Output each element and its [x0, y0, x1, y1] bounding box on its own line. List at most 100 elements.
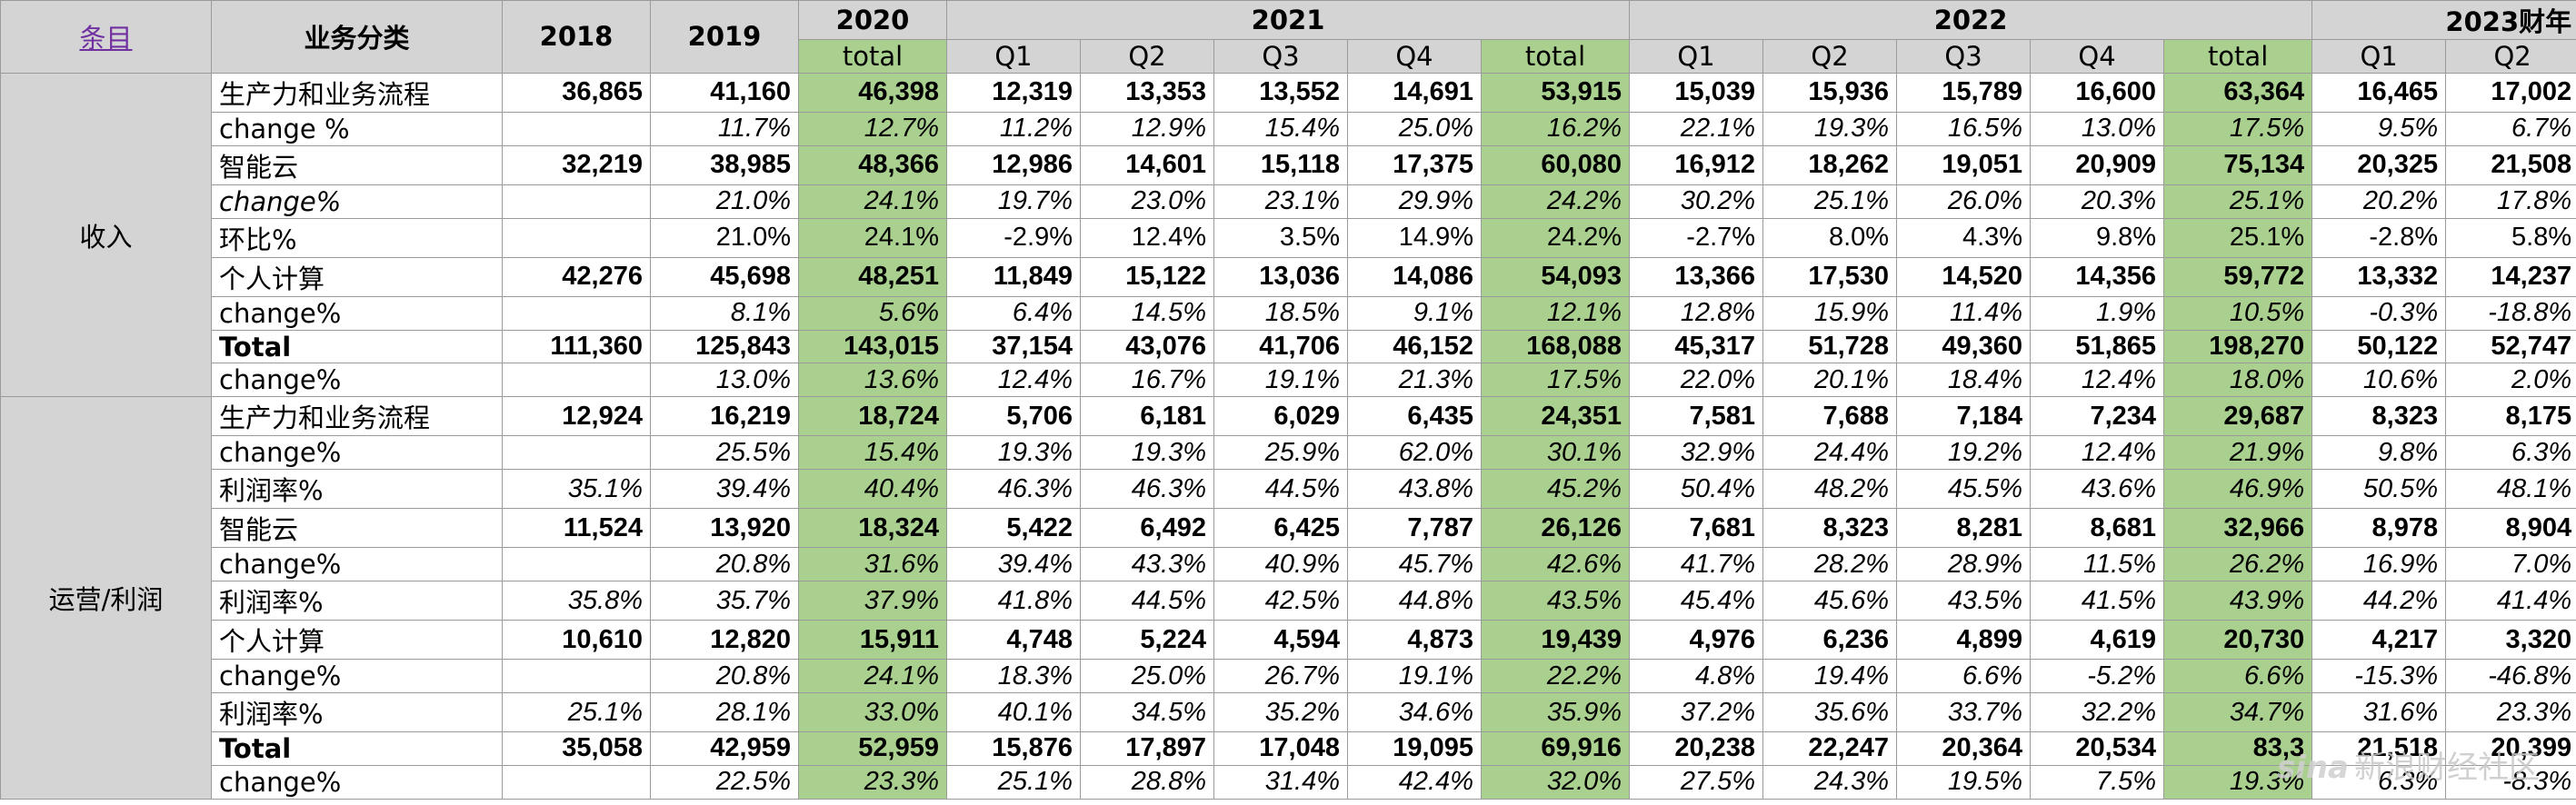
data-cell[interactable]: 5,706: [946, 396, 1081, 437]
data-cell[interactable]: 15,789: [1896, 72, 2032, 113]
data-cell[interactable]: 12,319: [946, 72, 1081, 113]
data-cell[interactable]: 1.9%: [2030, 295, 2165, 331]
data-cell[interactable]: 24.1%: [798, 184, 947, 219]
data-cell[interactable]: 17.5%: [2163, 111, 2313, 146]
data-cell[interactable]: 45,698: [650, 256, 799, 297]
category-header[interactable]: 业务分类: [211, 0, 503, 74]
row-label[interactable]: change%: [211, 659, 503, 694]
data-cell[interactable]: 40.9%: [1213, 547, 1348, 582]
data-cell[interactable]: 25.1%: [502, 692, 651, 733]
data-cell[interactable]: 20,730: [2163, 620, 2313, 661]
row-label[interactable]: 利润率%: [211, 469, 503, 510]
data-cell[interactable]: 36,865: [502, 72, 651, 113]
data-cell[interactable]: 7,688: [1762, 396, 1898, 437]
row-label[interactable]: 个人计算: [211, 256, 503, 297]
data-cell[interactable]: 19.1%: [1347, 659, 1482, 694]
data-cell[interactable]: 35.2%: [1213, 692, 1348, 733]
row-label[interactable]: Total: [211, 329, 503, 364]
data-cell[interactable]: 20,325: [2311, 144, 2447, 185]
data-cell[interactable]: 4,594: [1213, 620, 1348, 661]
data-cell[interactable]: 33.0%: [798, 692, 947, 733]
data-cell[interactable]: 11,524: [502, 508, 651, 549]
data-cell[interactable]: 10.5%: [2163, 295, 2313, 331]
data-cell[interactable]: 14.9%: [1347, 217, 1482, 258]
data-cell[interactable]: 15,936: [1762, 72, 1898, 113]
data-cell[interactable]: 11.4%: [1896, 295, 2032, 331]
data-cell[interactable]: -15.3%: [2311, 659, 2447, 694]
section-label[interactable]: 运营/利润: [0, 396, 212, 800]
data-cell[interactable]: 10.6%: [2311, 363, 2447, 398]
data-cell[interactable]: 15.9%: [1762, 295, 1898, 331]
data-cell[interactable]: 14,356: [2030, 256, 2165, 297]
data-cell[interactable]: 6.6%: [2163, 659, 2313, 694]
data-cell[interactable]: 19.4%: [1762, 659, 1898, 694]
data-cell[interactable]: 14.5%: [1080, 295, 1214, 331]
data-cell[interactable]: [502, 435, 651, 471]
data-cell[interactable]: 35.7%: [650, 581, 799, 621]
data-cell[interactable]: 4,976: [1629, 620, 1764, 661]
data-cell[interactable]: 4,899: [1896, 620, 2032, 661]
data-cell[interactable]: 39.4%: [946, 547, 1081, 582]
data-cell[interactable]: 32,966: [2163, 508, 2313, 549]
data-cell[interactable]: 60,080: [1480, 144, 1631, 185]
data-cell[interactable]: 11,849: [946, 256, 1081, 297]
data-cell[interactable]: 13,920: [650, 508, 799, 549]
data-cell[interactable]: 59,772: [2163, 256, 2313, 297]
data-cell[interactable]: 12.4%: [2030, 363, 2165, 398]
data-cell[interactable]: 28.2%: [1762, 547, 1898, 582]
row-label[interactable]: 利润率%: [211, 581, 503, 621]
data-cell[interactable]: 23.0%: [1080, 184, 1214, 219]
data-cell[interactable]: 25.5%: [650, 435, 799, 471]
data-cell[interactable]: 54,093: [1480, 256, 1631, 297]
data-cell[interactable]: 21.3%: [1347, 363, 1482, 398]
data-cell[interactable]: 42.6%: [1480, 547, 1631, 582]
data-cell[interactable]: 3,320: [2445, 620, 2576, 661]
data-cell[interactable]: 16.7%: [1080, 363, 1214, 398]
data-cell[interactable]: 5,224: [1080, 620, 1214, 661]
data-cell[interactable]: 41,160: [650, 72, 799, 113]
data-cell[interactable]: 18,724: [798, 396, 947, 437]
data-cell[interactable]: 9.8%: [2311, 435, 2447, 471]
data-cell[interactable]: 14,601: [1080, 144, 1214, 185]
row-label[interactable]: change%: [211, 547, 503, 582]
data-cell[interactable]: 6.3%: [2445, 435, 2576, 471]
data-cell[interactable]: 42.5%: [1213, 581, 1348, 621]
quarter-header-2023-q2[interactable]: Q2: [2445, 39, 2576, 74]
data-cell[interactable]: 7,184: [1896, 396, 2032, 437]
data-cell[interactable]: 20.8%: [650, 547, 799, 582]
data-cell[interactable]: 7,681: [1629, 508, 1764, 549]
data-cell[interactable]: 52,959: [798, 731, 947, 766]
data-cell[interactable]: 16,912: [1629, 144, 1764, 185]
data-cell[interactable]: 45.6%: [1762, 581, 1898, 621]
data-cell[interactable]: 5.8%: [2445, 217, 2576, 258]
data-cell[interactable]: 45.2%: [1480, 469, 1631, 510]
data-cell[interactable]: 32.9%: [1629, 435, 1764, 471]
data-cell[interactable]: [502, 659, 651, 694]
data-cell[interactable]: 40.1%: [946, 692, 1081, 733]
data-cell[interactable]: 28.1%: [650, 692, 799, 733]
data-cell[interactable]: 11.2%: [946, 111, 1081, 146]
data-cell[interactable]: 41.5%: [2030, 581, 2165, 621]
data-cell[interactable]: 17,048: [1213, 731, 1348, 766]
row-label[interactable]: change%: [211, 363, 503, 398]
corner-cell[interactable]: 条目: [0, 0, 212, 74]
data-cell[interactable]: 18.4%: [1896, 363, 2032, 398]
data-cell[interactable]: 18.0%: [2163, 363, 2313, 398]
quarter-header-2022-q4[interactable]: Q4: [2030, 39, 2165, 74]
data-cell[interactable]: 46.3%: [1080, 469, 1214, 510]
data-cell[interactable]: 34.7%: [2163, 692, 2313, 733]
data-cell[interactable]: 15,876: [946, 731, 1081, 766]
data-cell[interactable]: 48,366: [798, 144, 947, 185]
data-cell[interactable]: 33.7%: [1896, 692, 2032, 733]
data-cell[interactable]: 50.4%: [1629, 469, 1764, 510]
data-cell[interactable]: [502, 764, 651, 800]
data-cell[interactable]: 17,375: [1347, 144, 1482, 185]
data-cell[interactable]: 12.1%: [1480, 295, 1631, 331]
data-cell[interactable]: 26.7%: [1213, 659, 1348, 694]
data-cell[interactable]: 15,039: [1629, 72, 1764, 113]
data-cell[interactable]: -8.3%: [2445, 764, 2576, 800]
row-label[interactable]: 环比%: [211, 217, 503, 258]
data-cell[interactable]: 19.2%: [1896, 435, 2032, 471]
data-cell[interactable]: 13,332: [2311, 256, 2447, 297]
data-cell[interactable]: 20.1%: [1762, 363, 1898, 398]
